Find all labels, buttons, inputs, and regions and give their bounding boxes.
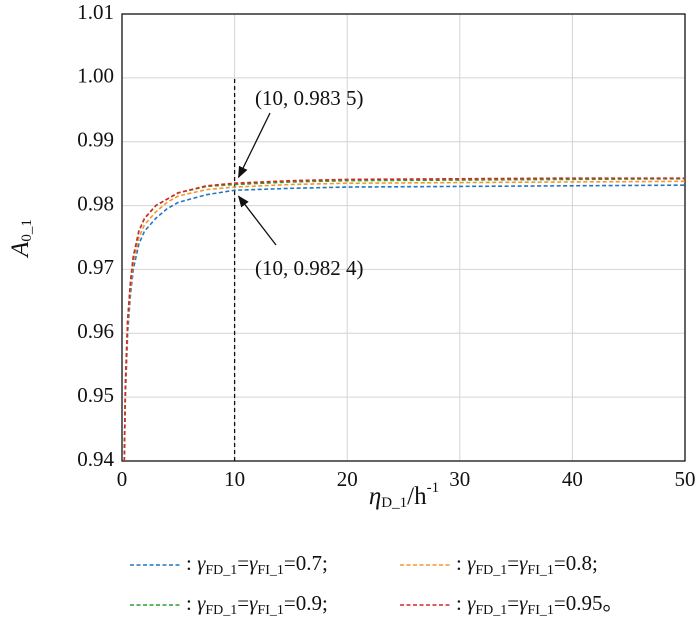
x-tick-label: 50 xyxy=(675,467,696,491)
annotation-arrow xyxy=(238,112,271,179)
y-tick-label: 0.98 xyxy=(77,191,114,215)
y-tick-label: 0.94 xyxy=(77,447,114,471)
y-tick-label: 0.96 xyxy=(77,319,114,343)
y-tick-label: 0.97 xyxy=(77,255,114,279)
legend-label: : γFD_1=γFI_1=0.8; xyxy=(456,551,598,578)
y-tick-label: 1.01 xyxy=(77,0,114,24)
y-axis-label: A0_1 xyxy=(7,219,36,259)
x-tick-label: 30 xyxy=(449,467,470,491)
annotation: (10, 0.982 4) xyxy=(255,256,364,280)
legend-label: : γFD_1=γFI_1=0.9; xyxy=(186,591,328,618)
y-tick-label: 0.99 xyxy=(77,128,114,152)
x-axis-label: ηD_1/h-1 xyxy=(369,480,439,511)
x-tick-label: 10 xyxy=(224,467,245,491)
y-tick-label: 1.00 xyxy=(77,64,114,88)
x-tick-label: 40 xyxy=(562,467,583,491)
annotation-arrow xyxy=(237,195,277,246)
legend-label: : γFD_1=γFI_1=0.95。 xyxy=(456,591,623,618)
series-line xyxy=(123,177,685,461)
plot-frame xyxy=(121,13,686,462)
series-line xyxy=(123,180,685,461)
annotation: (10, 0.983 5) xyxy=(255,86,364,110)
y-tick-label: 0.95 xyxy=(77,383,114,407)
x-tick-label: 0 xyxy=(117,467,128,491)
series-line xyxy=(123,184,685,461)
series-line xyxy=(123,177,685,461)
x-tick-label: 20 xyxy=(337,467,358,491)
legend-label: : γFD_1=γFI_1=0.7; xyxy=(186,551,328,578)
